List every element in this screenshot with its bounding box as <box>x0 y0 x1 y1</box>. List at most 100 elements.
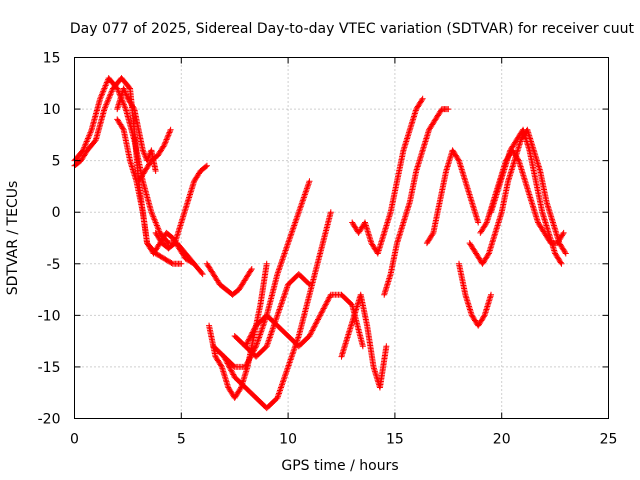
data-point <box>104 98 111 105</box>
data-point <box>310 326 317 333</box>
data-point <box>151 216 158 223</box>
data-point <box>155 225 162 232</box>
data-point <box>149 212 156 219</box>
data-point <box>297 204 304 211</box>
data-point <box>87 128 94 135</box>
data-point <box>307 330 314 337</box>
data-point <box>482 220 489 227</box>
data-point <box>348 301 355 308</box>
data-point <box>280 253 287 260</box>
data-point <box>277 384 284 391</box>
data-point <box>268 330 275 337</box>
data-point <box>285 238 292 245</box>
data-point <box>260 321 267 328</box>
y-axis-label: SDTVAR / TECUs <box>5 181 21 296</box>
data-point <box>268 328 275 335</box>
series-arc-16 <box>423 147 482 247</box>
data-point <box>247 267 254 274</box>
data-point <box>275 391 282 398</box>
data-point <box>252 344 259 351</box>
data-point <box>102 83 109 90</box>
data-point <box>485 251 492 258</box>
data-point <box>322 302 329 309</box>
data-point <box>281 375 288 382</box>
data-point <box>315 315 322 322</box>
data-point <box>162 139 169 146</box>
data-point <box>558 260 565 267</box>
data-point <box>288 355 295 362</box>
data-point <box>277 262 284 269</box>
data-point <box>99 89 106 96</box>
data-point <box>488 291 495 298</box>
data-point <box>139 147 146 154</box>
data-point <box>276 263 283 270</box>
data-point <box>274 310 281 317</box>
data-point <box>285 240 292 247</box>
data-point <box>293 215 300 222</box>
data-point <box>310 324 317 331</box>
series-arc-6 <box>152 162 210 252</box>
data-point <box>298 201 305 208</box>
series-arc-13 <box>338 291 390 391</box>
data-point <box>281 251 288 258</box>
data-point <box>84 135 91 142</box>
data-point <box>253 341 260 348</box>
data-point <box>248 330 255 337</box>
data-point <box>121 88 128 95</box>
data-point <box>277 303 284 310</box>
data-point <box>264 340 271 347</box>
data-point <box>305 179 312 186</box>
data-point <box>149 210 156 217</box>
chart-title: Day 077 of 2025, Sidereal Day-to-day VTE… <box>70 21 635 37</box>
data-point <box>455 156 462 163</box>
data-point <box>277 260 284 267</box>
y-tick-label: -15 <box>38 360 61 376</box>
series-arc-2 <box>71 75 185 267</box>
data-point <box>258 327 265 334</box>
data-point <box>124 94 131 101</box>
x-tick-label: 25 <box>600 432 618 448</box>
data-point <box>257 331 264 338</box>
y-tick-label: -10 <box>38 308 61 324</box>
data-point <box>279 297 286 304</box>
data-point <box>152 167 159 174</box>
data-point <box>274 271 281 278</box>
data-point <box>230 371 237 378</box>
data-point <box>276 304 283 311</box>
data-point <box>83 138 90 145</box>
data-point <box>291 346 298 353</box>
data-point <box>152 219 159 226</box>
data-point <box>314 317 321 324</box>
x-tick-label: 15 <box>386 432 404 448</box>
data-point <box>289 226 296 233</box>
data-point <box>84 137 91 144</box>
data-point <box>141 150 148 157</box>
data-point <box>108 89 115 96</box>
data-point <box>263 343 270 350</box>
data-point <box>228 367 235 374</box>
grid <box>74 57 609 419</box>
data-point <box>290 347 297 354</box>
data-point <box>280 377 287 384</box>
data-point <box>243 361 250 368</box>
data-point <box>296 206 303 213</box>
data-point <box>100 86 107 93</box>
data-point <box>299 197 306 204</box>
data-point <box>292 219 299 226</box>
data-point <box>222 356 229 363</box>
data-point <box>263 260 270 267</box>
data-point <box>280 254 287 261</box>
data-point <box>281 250 288 257</box>
data-point <box>161 140 168 147</box>
data-point <box>256 332 263 339</box>
data-point <box>284 241 291 248</box>
data-point <box>283 369 290 376</box>
data-point <box>122 89 129 96</box>
data-point <box>302 190 309 197</box>
data-point <box>278 259 285 266</box>
data-point <box>327 209 334 216</box>
data-point <box>254 340 261 347</box>
data-point <box>265 337 272 344</box>
data-point <box>259 324 266 331</box>
data-point <box>274 393 281 400</box>
